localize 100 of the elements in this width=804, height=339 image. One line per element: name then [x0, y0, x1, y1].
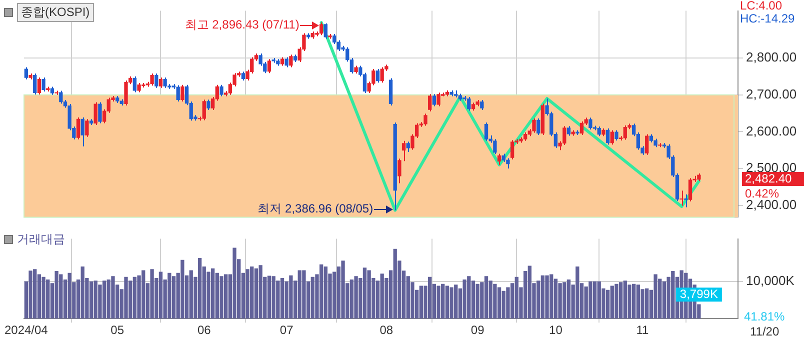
candlestick — [132, 76, 137, 93]
bar — [341, 260, 345, 319]
candlestick — [284, 56, 288, 68]
bar — [628, 284, 632, 319]
text: HC:-14.29 — [740, 11, 796, 26]
candlestick — [220, 84, 224, 97]
candlestick — [510, 140, 514, 160]
bar — [42, 276, 46, 319]
candlestick — [614, 130, 618, 142]
candlestick — [124, 80, 128, 106]
candlestick — [202, 99, 206, 121]
bar — [180, 260, 184, 319]
bar — [354, 276, 358, 319]
bar — [267, 276, 272, 319]
candlestick — [606, 128, 610, 146]
x-tick-label: 11 — [636, 323, 650, 338]
candlestick — [532, 118, 536, 134]
bar — [476, 284, 480, 319]
candlestick — [497, 153, 502, 166]
bar — [232, 248, 236, 319]
candlestick — [80, 116, 84, 147]
x-tick-label: 07 — [280, 323, 294, 338]
bar — [362, 268, 367, 319]
candlestick — [24, 66, 28, 80]
bar — [210, 268, 215, 319]
x-tick-label: 10 — [549, 323, 563, 338]
data-label: 3,799K — [680, 286, 718, 301]
bar — [445, 286, 450, 319]
annotation: 최고 2,896.43 (07/11) — [184, 18, 300, 32]
bar — [506, 287, 510, 319]
candlestick — [506, 158, 510, 170]
candlestick — [566, 126, 571, 136]
candlestick — [76, 116, 80, 140]
candlestick — [267, 58, 272, 74]
candlestick — [580, 120, 584, 136]
bar — [220, 276, 224, 319]
candlestick — [336, 40, 341, 52]
candlestick — [94, 102, 98, 126]
bar — [198, 258, 202, 319]
bar — [367, 270, 371, 319]
candlestick — [597, 126, 601, 137]
candlestick — [536, 118, 540, 136]
bar — [68, 272, 72, 319]
bar — [566, 279, 571, 319]
x-tick-label: 2024/04 — [4, 323, 48, 338]
candlestick — [398, 158, 402, 184]
candlestick — [376, 68, 380, 84]
bar — [54, 270, 58, 319]
candlestick — [588, 117, 592, 130]
candlestick — [484, 122, 488, 142]
candlestick — [324, 22, 328, 40]
bar — [98, 284, 102, 319]
bar — [350, 279, 354, 319]
bar — [493, 284, 497, 319]
bar — [606, 290, 610, 319]
candlestick — [37, 77, 42, 95]
bar — [246, 269, 250, 319]
x-tick-label: 05 — [110, 323, 124, 338]
bar — [289, 275, 293, 319]
x-tick-label: 08 — [380, 323, 394, 338]
x-tick-label: 06 — [197, 323, 212, 338]
candlestick — [176, 84, 180, 102]
candlestick — [137, 82, 141, 93]
bar — [436, 286, 440, 319]
candlestick — [645, 134, 649, 156]
bar — [462, 279, 466, 319]
bar — [111, 276, 115, 319]
candlestick — [688, 178, 692, 202]
bar — [450, 287, 454, 319]
bar — [28, 270, 32, 319]
candlestick — [180, 84, 184, 102]
bar — [662, 281, 666, 319]
bar — [554, 278, 558, 319]
candlestick — [402, 140, 406, 162]
x-tick-label: 09 — [470, 323, 485, 338]
candlestick — [59, 90, 63, 104]
bar — [150, 269, 154, 319]
bar — [89, 281, 94, 319]
candlestick — [154, 72, 158, 88]
candlestick — [436, 92, 440, 107]
annotation: 최저 2,386.96 (08/05) — [258, 202, 374, 216]
chart-title: 거래대금 — [17, 231, 65, 248]
candlestick — [432, 94, 436, 107]
candlestick — [85, 118, 89, 138]
candlestick — [424, 113, 428, 126]
candlestick — [98, 102, 102, 124]
bar — [484, 276, 488, 319]
candlestick — [289, 54, 293, 68]
candlestick — [158, 77, 163, 88]
candlestick — [684, 194, 688, 208]
bar — [592, 281, 597, 319]
candlestick — [33, 72, 37, 95]
candlestick — [42, 77, 46, 92]
bar — [172, 276, 176, 319]
bar — [654, 274, 658, 319]
bar — [497, 287, 502, 319]
chart-title: 종합(KOSPI) — [17, 3, 94, 22]
bar — [588, 281, 592, 319]
bar — [614, 284, 618, 319]
candlestick — [406, 141, 410, 152]
